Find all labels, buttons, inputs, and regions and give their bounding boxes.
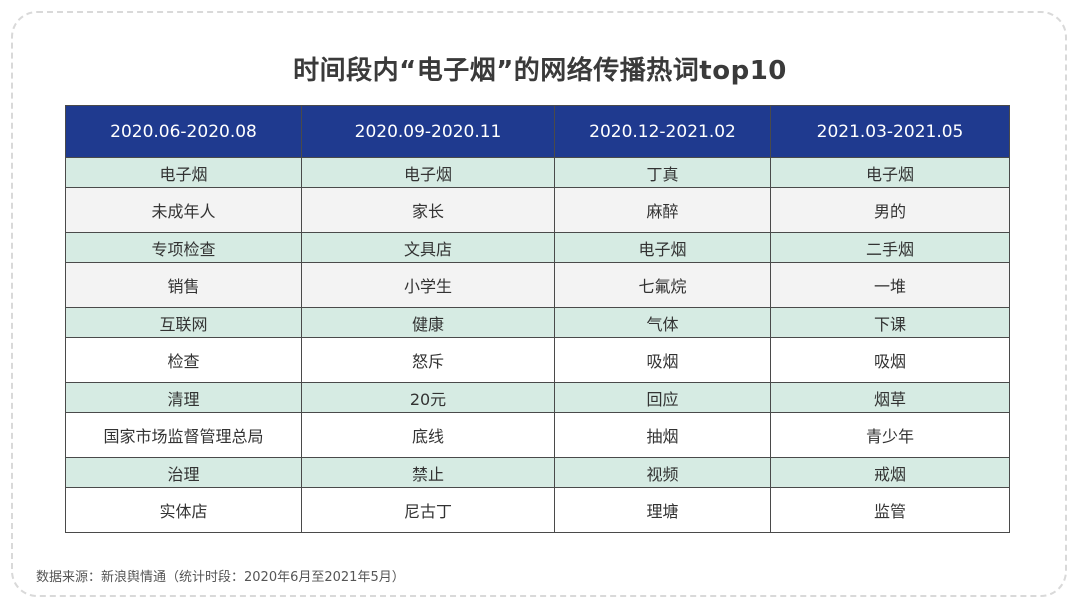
table-row: 实体店 尼古丁 理塘 监管 <box>65 487 1010 533</box>
table-row: 治理 禁止 视频 戒烟 <box>65 457 1010 488</box>
table-cell: 检查 <box>65 337 302 383</box>
table-cell: 底线 <box>301 412 555 458</box>
column-header: 2020.12-2021.02 <box>554 105 771 158</box>
table-row: 互联网 健康 气体 下课 <box>65 307 1010 338</box>
table-cell: 麻醉 <box>554 187 771 233</box>
table-cell: 吸烟 <box>770 337 1010 383</box>
table-cell: 青少年 <box>770 412 1010 458</box>
column-header: 2020.09-2020.11 <box>301 105 555 158</box>
table-cell: 理塘 <box>554 487 771 533</box>
column-header: 2021.03-2021.05 <box>770 105 1010 158</box>
table-row: 销售 小学生 七氟烷 一堆 <box>65 262 1010 308</box>
table-row: 未成年人 家长 麻醉 男的 <box>65 187 1010 233</box>
table-cell: 抽烟 <box>554 412 771 458</box>
table-cell: 小学生 <box>301 262 555 308</box>
table-cell: 实体店 <box>65 487 302 533</box>
table-cell: 清理 <box>65 382 302 413</box>
table-cell: 怒斥 <box>301 337 555 383</box>
table-cell: 下课 <box>770 307 1010 338</box>
table-cell: 一堆 <box>770 262 1010 308</box>
table-header-row: 2020.06-2020.08 2020.09-2020.11 2020.12-… <box>65 105 1010 158</box>
table-cell: 二手烟 <box>770 232 1010 263</box>
table-cell: 20元 <box>301 382 555 413</box>
table-cell: 治理 <box>65 457 302 488</box>
table-cell: 电子烟 <box>301 157 555 188</box>
table-cell: 销售 <box>65 262 302 308</box>
table-cell: 吸烟 <box>554 337 771 383</box>
table-row: 电子烟 电子烟 丁真 电子烟 <box>65 157 1010 188</box>
table-cell: 监管 <box>770 487 1010 533</box>
table-cell: 尼古丁 <box>301 487 555 533</box>
table-cell: 视频 <box>554 457 771 488</box>
table-row: 清理 20元 回应 烟草 <box>65 382 1010 413</box>
table-row: 专项检查 文具店 电子烟 二手烟 <box>65 232 1010 263</box>
table-cell: 丁真 <box>554 157 771 188</box>
table-cell: 电子烟 <box>770 157 1010 188</box>
hot-words-table: 2020.06-2020.08 2020.09-2020.11 2020.12-… <box>65 105 1010 533</box>
table-cell: 戒烟 <box>770 457 1010 488</box>
table-cell: 国家市场监督管理总局 <box>65 412 302 458</box>
table-row: 检查 怒斥 吸烟 吸烟 <box>65 337 1010 383</box>
table-cell: 健康 <box>301 307 555 338</box>
table-cell: 互联网 <box>65 307 302 338</box>
table-cell: 家长 <box>301 187 555 233</box>
table-cell: 未成年人 <box>65 187 302 233</box>
page-title: 时间段内“电子烟”的网络传播热词top10 <box>293 56 787 86</box>
data-source-note: 数据来源：新浪舆情通（统计时段：2020年6月至2021年5月） <box>36 570 405 585</box>
table-cell: 七氟烷 <box>554 262 771 308</box>
column-header: 2020.06-2020.08 <box>65 105 302 158</box>
table-row: 国家市场监督管理总局 底线 抽烟 青少年 <box>65 412 1010 458</box>
table-cell: 气体 <box>554 307 771 338</box>
table-cell: 禁止 <box>301 457 555 488</box>
table-cell: 专项检查 <box>65 232 302 263</box>
table-cell: 文具店 <box>301 232 555 263</box>
table-cell: 电子烟 <box>65 157 302 188</box>
table-cell: 男的 <box>770 187 1010 233</box>
table-cell: 电子烟 <box>554 232 771 263</box>
table-cell: 回应 <box>554 382 771 413</box>
table-cell: 烟草 <box>770 382 1010 413</box>
